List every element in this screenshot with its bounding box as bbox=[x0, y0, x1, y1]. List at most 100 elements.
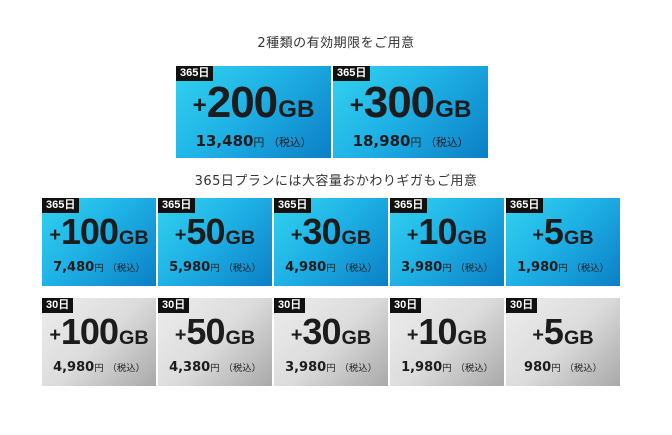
data-amount: +5GB bbox=[506, 211, 620, 253]
price-value: 1,980 bbox=[401, 360, 443, 375]
plan-card-365-30gb[interactable]: 365日 +30GB 4,980円 （税込） bbox=[274, 198, 388, 286]
plan-card-30-100gb[interactable]: 30日 +100GB 4,980円 （税込） bbox=[42, 298, 156, 386]
data-amount: +30GB bbox=[274, 311, 388, 353]
amount-unit: GB bbox=[341, 227, 372, 249]
price-currency: 円 bbox=[410, 136, 422, 149]
plus-sign: + bbox=[174, 224, 187, 247]
data-amount: +300GB bbox=[333, 78, 488, 128]
price-currency: 円 bbox=[442, 363, 452, 374]
amount-unit: GB bbox=[457, 327, 488, 349]
price-value: 3,980 bbox=[401, 260, 443, 275]
price: 3,980円 （税込） bbox=[390, 260, 504, 275]
tax-label: （税込） bbox=[455, 263, 493, 274]
period-tag: 30日 bbox=[42, 298, 74, 313]
amount-value: 300 bbox=[363, 78, 435, 127]
amount-value: 10 bbox=[418, 211, 457, 252]
amount-unit: GB bbox=[225, 327, 256, 349]
data-amount: +5GB bbox=[506, 311, 620, 353]
price-value: 5,980 bbox=[169, 260, 211, 275]
plus-sign: + bbox=[290, 224, 303, 247]
period-tag: 30日 bbox=[274, 298, 306, 313]
price-value: 1,980 bbox=[517, 260, 559, 275]
data-amount: +200GB bbox=[176, 78, 331, 128]
plan-card-30-5gb[interactable]: 30日 +5GB 980円 （税込） bbox=[506, 298, 620, 386]
plan-card-30-30gb[interactable]: 30日 +30GB 3,980円 （税込） bbox=[274, 298, 388, 386]
amount-unit: GB bbox=[118, 327, 149, 349]
period-tag: 365日 bbox=[390, 198, 428, 213]
plan-card-30-10gb[interactable]: 30日 +10GB 1,980円 （税込） bbox=[390, 298, 504, 386]
plan-card-365-50gb[interactable]: 365日 +50GB 5,980円 （税込） bbox=[158, 198, 272, 286]
tax-label: （税込） bbox=[268, 136, 312, 149]
amount-value: 30 bbox=[302, 211, 341, 252]
period-tag: 30日 bbox=[390, 298, 422, 313]
plus-sign: + bbox=[406, 224, 419, 247]
price: 13,480円 （税込） bbox=[176, 132, 331, 150]
tax-label: （税込） bbox=[455, 363, 493, 374]
plus-sign: + bbox=[174, 324, 187, 347]
amount-unit: GB bbox=[563, 227, 594, 249]
data-amount: +10GB bbox=[390, 311, 504, 353]
plan-card-365-300gb[interactable]: 365日 +300GB 18,980円 （税込） bbox=[333, 66, 488, 158]
price-currency: 円 bbox=[326, 363, 336, 374]
period-tag: 365日 bbox=[333, 66, 371, 81]
price: 4,980円 （税込） bbox=[274, 260, 388, 275]
price-currency: 円 bbox=[94, 363, 104, 374]
plus-sign: + bbox=[532, 324, 544, 347]
price-value: 18,980 bbox=[352, 132, 411, 150]
tax-label: （税込） bbox=[223, 263, 261, 274]
plus-sign: + bbox=[192, 92, 207, 120]
price: 4,980円 （税込） bbox=[42, 360, 156, 375]
tax-label: （税込） bbox=[339, 263, 377, 274]
amount-unit: GB bbox=[278, 96, 315, 123]
plan-card-365-200gb[interactable]: 365日 +200GB 13,480円 （税込） bbox=[176, 66, 331, 158]
plan-card-30-50gb[interactable]: 30日 +50GB 4,380円 （税込） bbox=[158, 298, 272, 386]
price: 1,980円 （税込） bbox=[506, 260, 620, 275]
price-value: 7,480 bbox=[53, 260, 95, 275]
price-value: 13,480 bbox=[195, 132, 254, 150]
plan-card-365-5gb[interactable]: 365日 +5GB 1,980円 （税込） bbox=[506, 198, 620, 286]
price-currency: 円 bbox=[442, 263, 452, 274]
period-tag: 365日 bbox=[274, 198, 312, 213]
plus-sign: + bbox=[49, 324, 61, 347]
amount-value: 5 bbox=[543, 311, 564, 352]
amount-value: 200 bbox=[206, 78, 278, 127]
amount-value: 50 bbox=[186, 211, 225, 252]
heading-validity-options: 2種類の有効期限をご用意 bbox=[257, 36, 415, 51]
plan-card-365-10gb[interactable]: 365日 +10GB 3,980円 （税込） bbox=[390, 198, 504, 286]
plus-sign: + bbox=[290, 324, 303, 347]
price: 4,380円 （税込） bbox=[158, 360, 272, 375]
price: 7,480円 （税込） bbox=[42, 260, 156, 275]
plus-sign: + bbox=[349, 92, 364, 120]
data-amount: +10GB bbox=[390, 211, 504, 253]
price-currency: 円 bbox=[551, 363, 561, 374]
amount-value: 100 bbox=[60, 311, 119, 352]
price-value: 4,980 bbox=[53, 360, 95, 375]
data-amount: +100GB bbox=[42, 211, 156, 253]
amount-unit: GB bbox=[563, 327, 594, 349]
tax-label: （税込） bbox=[425, 136, 469, 149]
price-value: 4,380 bbox=[169, 360, 211, 375]
amount-unit: GB bbox=[341, 327, 372, 349]
amount-unit: GB bbox=[435, 96, 472, 123]
price-value: 4,980 bbox=[285, 260, 327, 275]
price: 18,980円 （税込） bbox=[333, 132, 488, 150]
data-amount: +100GB bbox=[42, 311, 156, 353]
price-currency: 円 bbox=[210, 363, 220, 374]
period-tag: 365日 bbox=[42, 198, 80, 213]
data-amount: +30GB bbox=[274, 211, 388, 253]
amount-value: 10 bbox=[418, 311, 457, 352]
price-value: 3,980 bbox=[285, 360, 327, 375]
tax-label: （税込） bbox=[223, 363, 261, 374]
amount-unit: GB bbox=[118, 227, 149, 249]
period-tag: 30日 bbox=[158, 298, 190, 313]
plus-sign: + bbox=[406, 324, 419, 347]
plus-sign: + bbox=[532, 224, 544, 247]
amount-value: 100 bbox=[60, 211, 119, 252]
data-amount: +50GB bbox=[158, 211, 272, 253]
tax-label: （税込） bbox=[564, 363, 602, 374]
amount-value: 50 bbox=[186, 311, 225, 352]
price-currency: 円 bbox=[94, 263, 104, 274]
price-currency: 円 bbox=[558, 263, 568, 274]
period-tag: 30日 bbox=[506, 298, 538, 313]
plan-card-365-100gb[interactable]: 365日 +100GB 7,480円 （税込） bbox=[42, 198, 156, 286]
